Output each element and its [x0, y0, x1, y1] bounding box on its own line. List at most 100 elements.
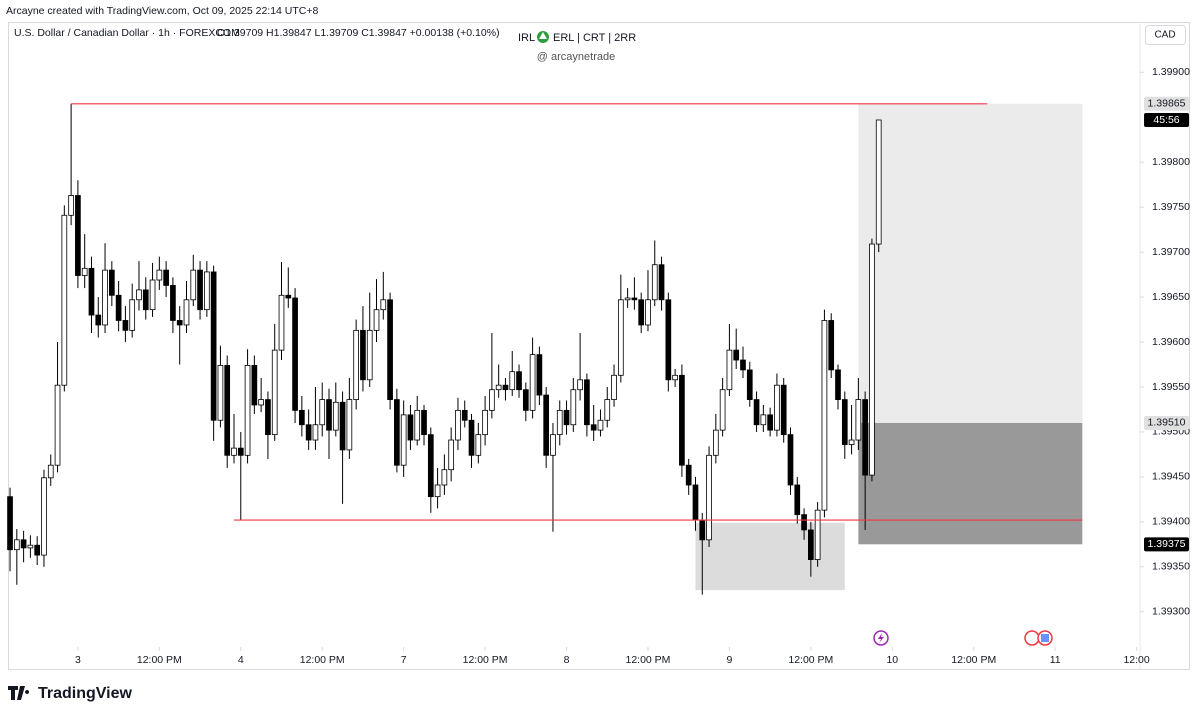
candle-body: [427, 434, 434, 498]
candle-body: [102, 269, 108, 326]
candle-body: [624, 297, 631, 301]
candle-body: [516, 371, 522, 391]
candle-body: [237, 447, 244, 456]
candle-body: [835, 369, 841, 400]
candle-body: [828, 320, 835, 371]
x-tick-label: 12:00: [1123, 654, 1149, 666]
candle-body: [197, 269, 203, 311]
price-label-box: [1144, 96, 1189, 111]
candle-body: [278, 294, 285, 351]
candle-body: [617, 299, 624, 376]
x-tick-label: 12:00 PM: [300, 654, 345, 666]
zone-box: [858, 103, 1083, 423]
candle-body: [475, 434, 482, 456]
price-label-box: [1144, 112, 1189, 127]
candle-body: [801, 514, 807, 531]
candle-body: [156, 269, 163, 281]
candle-body: [271, 349, 278, 436]
candle-body: [305, 424, 312, 441]
candle-body: [489, 389, 495, 411]
candle-body: [176, 320, 183, 326]
candle-body: [604, 399, 611, 421]
candle-body: [332, 401, 339, 431]
candle-body: [577, 379, 583, 391]
subtitle: @ arcaynetrade: [537, 51, 615, 63]
candle-body: [380, 299, 387, 311]
candle-body: [645, 299, 651, 326]
zone-box: [858, 422, 1083, 545]
candle-body: [719, 389, 726, 431]
candle-body: [115, 294, 122, 321]
candle-body: [509, 371, 516, 391]
candle-body: [326, 399, 332, 431]
candle-body: [346, 399, 353, 451]
candle-body: [787, 434, 794, 486]
candle-body: [421, 409, 427, 436]
candle-body: [794, 484, 801, 516]
candle-body: [699, 519, 706, 541]
candle-body: [692, 484, 699, 521]
candle-body: [27, 544, 34, 549]
y-tick-label: 1.39600: [1152, 336, 1190, 348]
zone-box: [695, 522, 845, 591]
candle-body: [536, 354, 543, 396]
x-tick-label: 12:00 PM: [625, 654, 670, 666]
candle-body: [733, 349, 740, 361]
y-tick-label: 1.39750: [1152, 201, 1190, 213]
symbol: U.S. Dollar / Canadian Dollar · 1h · FOR…: [14, 27, 240, 39]
candle-body: [217, 365, 224, 421]
candle-body: [706, 454, 712, 541]
candle-body: [299, 409, 305, 426]
candle-body: [672, 374, 678, 381]
y-tick-label: 1.39650: [1152, 291, 1190, 303]
candle-body: [224, 365, 231, 456]
candle-body: [258, 399, 264, 406]
candle-body: [7, 496, 13, 551]
currency-box[interactable]: [1145, 25, 1186, 45]
candle-body: [265, 399, 271, 436]
candle-body: [584, 379, 590, 426]
candle-body: [353, 329, 359, 400]
price-label: 1.39865: [1148, 98, 1186, 110]
x-tick-label: 7: [401, 654, 407, 666]
event-icons: [873, 630, 1053, 646]
candle-body: [75, 195, 81, 276]
candle-body: [679, 374, 685, 466]
candle-body: [231, 447, 237, 456]
event-bolt: [878, 633, 884, 643]
candle-body: [740, 359, 746, 371]
candle-body: [841, 399, 848, 445]
candle-body: [13, 539, 20, 551]
candle-body: [814, 509, 821, 560]
y-tick-label: 1.39550: [1152, 381, 1190, 393]
candle-body: [122, 320, 129, 331]
candle-body: [81, 267, 88, 276]
x-tick-label: 3: [75, 654, 81, 666]
x-tick-label: 12:00 PM: [137, 654, 182, 666]
candle-body: [570, 389, 577, 426]
candle-body: [590, 424, 597, 431]
candle-body: [20, 539, 27, 549]
candle-body: [244, 365, 251, 456]
x-tick-label: 9: [726, 654, 732, 666]
candle-body: [251, 365, 258, 406]
candle-body: [651, 264, 658, 301]
candle-body: [502, 384, 509, 391]
y-tick-label: 1.39450: [1152, 471, 1190, 483]
candle-body: [780, 384, 787, 436]
candle-body: [387, 299, 393, 400]
candle-body: [631, 297, 638, 301]
candle-body: [142, 289, 149, 311]
candle-body: [366, 329, 373, 381]
candle-body: [163, 269, 169, 286]
candle-body: [414, 409, 421, 441]
y-tick-label: 1.39700: [1152, 246, 1190, 258]
candle-body: [34, 544, 41, 556]
candle-body: [319, 399, 326, 426]
currency[interactable]: CAD: [1154, 30, 1175, 41]
candle-body: [753, 399, 760, 426]
price-label: 1.39375: [1148, 538, 1186, 550]
x-tick-label: 12:00 PM: [788, 654, 833, 666]
event-flag-ca[interactable]: [1024, 630, 1040, 646]
